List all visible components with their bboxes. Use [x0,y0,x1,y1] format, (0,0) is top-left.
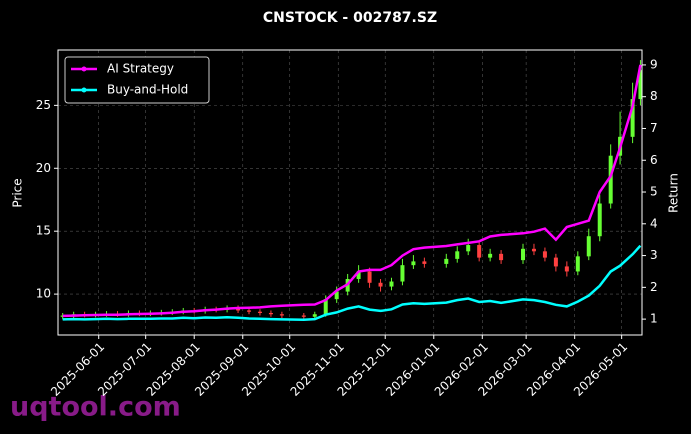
candle-body [586,236,591,257]
candle-body [268,312,273,315]
watermark: uqtool.com [10,392,181,423]
return-line [62,244,642,321]
candle-body [411,261,416,266]
legend-marker [81,87,87,93]
y-tick-label: 15 [36,224,51,238]
candle-body [575,256,580,272]
y2-tick-label: 8 [650,89,658,103]
candle-body [378,282,383,287]
candle-body [334,291,339,300]
candle-body [553,257,558,267]
candle-body [247,310,252,312]
candle-body [630,99,635,137]
candle-body [60,315,65,317]
y2-axis-label: Return [667,173,681,213]
y2-tick-label: 4 [650,216,658,230]
candle-body [466,245,471,252]
y2-tick-label: 1 [650,312,658,326]
y2-tick-label: 7 [650,121,658,135]
candle-body [356,271,361,280]
plot-frame [57,49,643,336]
candle-body [455,251,460,259]
candle-body [542,251,547,258]
candle-body [488,253,493,258]
candle-body [564,266,569,272]
legend-label: AI Strategy [107,62,174,76]
legend-marker [81,66,87,72]
candle-body [422,261,427,264]
legend-box [64,56,210,104]
y-tick-label: 20 [36,161,51,175]
y2-tick-label: 9 [650,57,658,71]
y2-tick-label: 2 [650,280,658,294]
candle-body [312,314,317,317]
candle-body [444,258,449,264]
candle-body [477,245,482,258]
candle-body [638,70,643,100]
candle-body [367,271,372,283]
y2-tick-label: 3 [650,248,658,262]
chart-title: CNSTOCK - 002787.SZ [263,10,437,26]
legend-label: Buy-and-Hold [107,83,188,97]
y-tick-label: 25 [36,98,51,112]
candle-body [499,253,504,261]
y-tick-label: 10 [36,287,51,301]
candle-body [521,248,526,261]
y2-tick-label: 6 [650,153,658,167]
candle-body [531,248,536,252]
candle-body [301,315,306,317]
candle-body [389,281,394,287]
candle-body [323,299,328,315]
candle-body [279,314,284,316]
candle-body [608,155,613,204]
candle-body [400,265,405,282]
candle-body [597,203,602,237]
candle-body [257,311,262,313]
y2-tick-label: 5 [650,185,658,199]
return-line [62,64,642,318]
y-axis-label: Price [11,178,25,207]
